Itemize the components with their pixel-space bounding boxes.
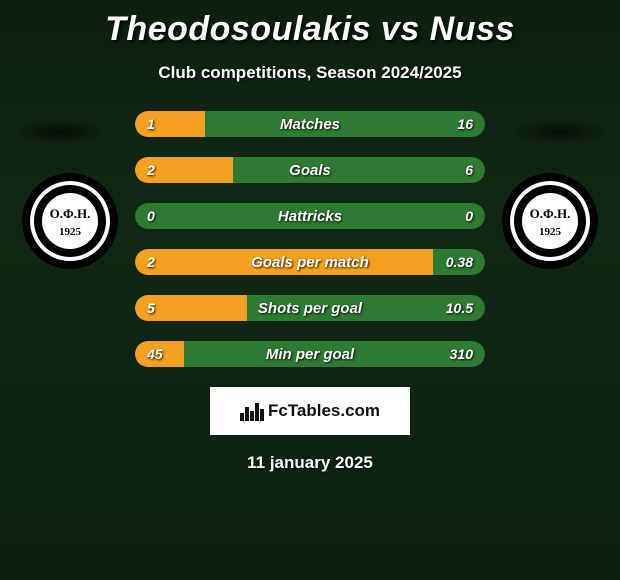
page-subtitle: Club competitions, Season 2024/2025 [0,63,620,83]
page-title: Theodosoulakis vs Nuss [0,0,620,49]
svg-text:1925: 1925 [539,226,562,238]
source-logo-text: FcTables.com [268,401,380,421]
bar-track [135,341,485,367]
source-logo-box: FcTables.com [210,387,410,435]
stat-value-left: 5 [147,295,155,321]
stat-bars-container: 116Matches26Goals00Hattricks20.38Goals p… [135,111,485,367]
comparison-arena: O.Φ.H. 1925 O.Φ.H. 1925 116Matches26Goal… [0,111,620,367]
stat-value-left: 1 [147,111,155,137]
player-shadow-left [10,119,110,145]
svg-text:1925: 1925 [59,226,82,238]
club-badge-right: O.Φ.H. 1925 [500,171,600,271]
stat-bar: 116Matches [135,111,485,137]
bar-track [135,203,485,229]
stat-value-right: 16 [457,111,473,137]
stat-bar: 00Hattricks [135,203,485,229]
stat-value-right: 310 [450,341,473,367]
club-badge-left: O.Φ.H. 1925 [20,171,120,271]
svg-text:O.Φ.H.: O.Φ.H. [50,206,91,221]
player-shadow-right [510,119,610,145]
svg-text:O.Φ.H.: O.Φ.H. [530,206,571,221]
bar-left-fill [135,249,433,275]
stat-value-left: 2 [147,157,155,183]
stat-bar: 26Goals [135,157,485,183]
stat-value-right: 0.38 [446,249,473,275]
stat-value-left: 2 [147,249,155,275]
stat-bar: 45310Min per goal [135,341,485,367]
bar-left-fill [135,111,205,137]
snapshot-date: 11 january 2025 [0,453,620,473]
stat-bar: 20.38Goals per match [135,249,485,275]
stat-value-right: 10.5 [446,295,473,321]
stat-value-left: 0 [147,203,155,229]
barchart-icon [240,401,264,421]
stat-bar: 510.5Shots per goal [135,295,485,321]
stat-value-right: 0 [465,203,473,229]
stat-value-left: 45 [147,341,163,367]
stat-value-right: 6 [465,157,473,183]
